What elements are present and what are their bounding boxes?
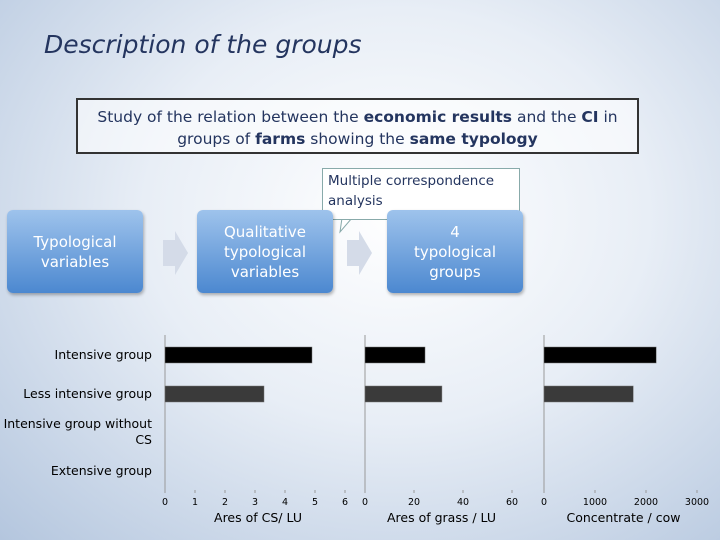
category-label: Extensive group [50,463,152,478]
study-text: same typology [409,130,538,148]
flow-node: Qualitative typological variables [197,210,333,293]
x-tick-label: 5 [312,497,318,508]
study-text: and the [512,108,582,126]
x-tick-label: 4 [282,497,288,508]
bar [164,385,265,403]
category-label: Intensive group [54,347,152,362]
arrow [163,231,188,275]
x-tick-label: 0 [362,497,368,508]
flow-node: Typological variables [7,210,143,293]
x-axis-label: Ares of grass / LU [387,510,496,525]
bar [164,346,313,364]
x-tick-label: 1000 [583,497,607,508]
x-tick-label: 2000 [634,497,658,508]
x-tick-label: 0 [162,497,168,508]
x-tick-label: 0 [541,497,547,508]
study-text: CI [581,108,599,126]
study-text: in groups of [177,108,618,148]
flow-node: 4 typological groups [387,210,523,293]
x-tick-label: 1 [192,497,198,508]
bar [364,385,443,403]
study-text: economic results [363,108,513,126]
x-tick-label: 3 [252,497,258,508]
study-text: farms [255,130,306,148]
bar [543,346,657,364]
category-label: Intensive group without CS [3,416,152,447]
x-tick-label: 2 [222,497,228,508]
bar [543,385,634,403]
x-tick-label: 20 [408,497,420,508]
x-tick-label: 6 [342,497,348,508]
x-axis-label: Concentrate / cow [567,510,681,525]
study-text: Study of the relation between the [97,108,364,126]
study-box: Study of the relation between the econom… [76,98,639,154]
study-text: showing the [305,130,410,148]
x-tick-label: 40 [457,497,469,508]
x-axis-label: Ares of CS/ LU [214,510,302,525]
x-tick-label: 3000 [685,497,709,508]
x-tick-label: 60 [506,497,518,508]
category-label: Less intensive group [23,386,152,401]
bar [364,346,426,364]
arrow [347,231,372,275]
callout-tail [339,217,354,234]
slide-title: Description of the groups [44,30,362,59]
